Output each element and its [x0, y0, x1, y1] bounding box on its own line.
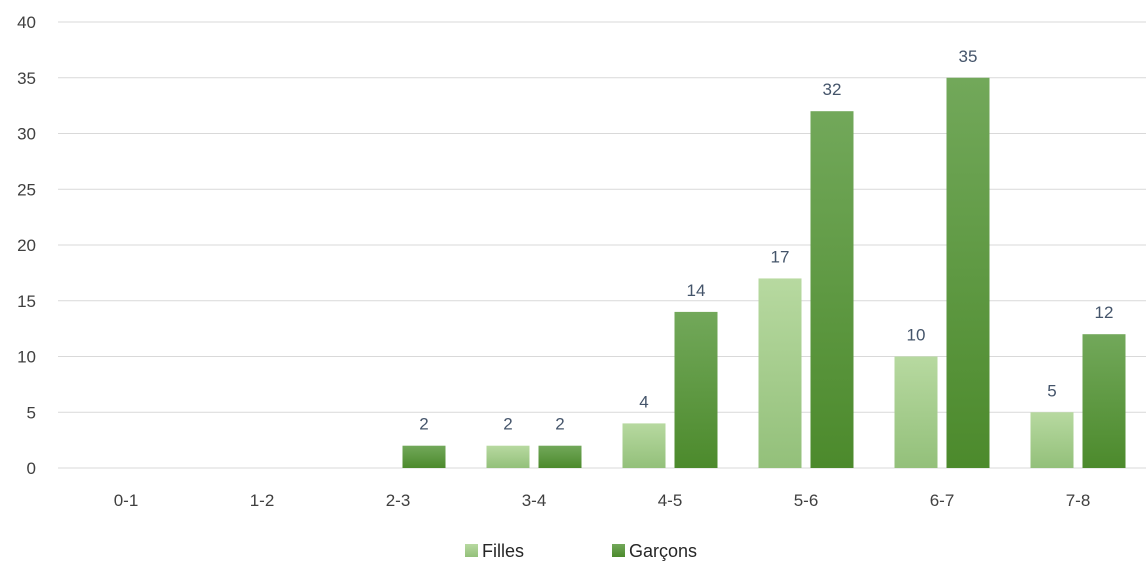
x-axis: 0-1 1-2 2-3 3-4 4-5 5-6 6-7 7-8 [114, 491, 1091, 510]
x-tick-label: 6-7 [930, 491, 955, 510]
x-tick-label: 4-5 [658, 491, 683, 510]
gridlines [58, 21, 1146, 469]
y-tick-label: 10 [17, 348, 36, 367]
bar-filles-6-7 [894, 356, 938, 468]
x-tick-label: 3-4 [522, 491, 547, 510]
data-label: 35 [959, 47, 978, 66]
data-label: 14 [687, 281, 706, 300]
data-label: 2 [503, 415, 512, 434]
x-tick-label: 2-3 [386, 491, 411, 510]
y-tick-label: 15 [17, 292, 36, 311]
bar-filles-3-4 [486, 445, 530, 468]
legend-label: Garçons [629, 541, 697, 561]
bar-gar-ons-2-3 [402, 445, 446, 468]
bar-filles-7-8 [1030, 412, 1074, 468]
y-axis: 0 5 10 15 20 25 30 35 40 [17, 13, 36, 478]
bar-filles-4-5 [622, 423, 666, 468]
y-tick-label: 35 [17, 69, 36, 88]
x-tick-label: 1-2 [250, 491, 275, 510]
y-tick-label: 5 [27, 403, 36, 422]
y-tick-label: 40 [17, 13, 36, 32]
x-tick-label: 0-1 [114, 491, 139, 510]
data-label: 17 [771, 247, 790, 266]
legend-label: Filles [482, 541, 524, 561]
legend-swatch [612, 544, 625, 557]
bar-filles-5-6 [758, 278, 802, 468]
data-label: 4 [639, 392, 648, 411]
bar-gar-ons-6-7 [946, 77, 990, 468]
bar-gar-ons-3-4 [538, 445, 582, 468]
bars [402, 77, 1126, 468]
bar-gar-ons-4-5 [674, 311, 718, 468]
data-label: 10 [907, 326, 926, 345]
data-label: 12 [1095, 303, 1114, 322]
legend-swatch [465, 544, 478, 557]
data-label: 32 [823, 80, 842, 99]
x-tick-label: 7-8 [1066, 491, 1091, 510]
legend: Filles Garçons [465, 541, 697, 561]
data-label: 2 [555, 415, 564, 434]
y-tick-label: 20 [17, 236, 36, 255]
bar-gar-ons-7-8 [1082, 334, 1126, 468]
y-tick-label: 30 [17, 125, 36, 144]
bar-gar-ons-5-6 [810, 111, 854, 468]
y-tick-label: 25 [17, 180, 36, 199]
x-tick-label: 5-6 [794, 491, 819, 510]
data-label: 5 [1047, 381, 1056, 400]
y-tick-label: 0 [27, 459, 36, 478]
data-label: 2 [419, 415, 428, 434]
data-labels: 2 2 2 4 14 17 32 10 35 5 12 [419, 47, 1113, 434]
